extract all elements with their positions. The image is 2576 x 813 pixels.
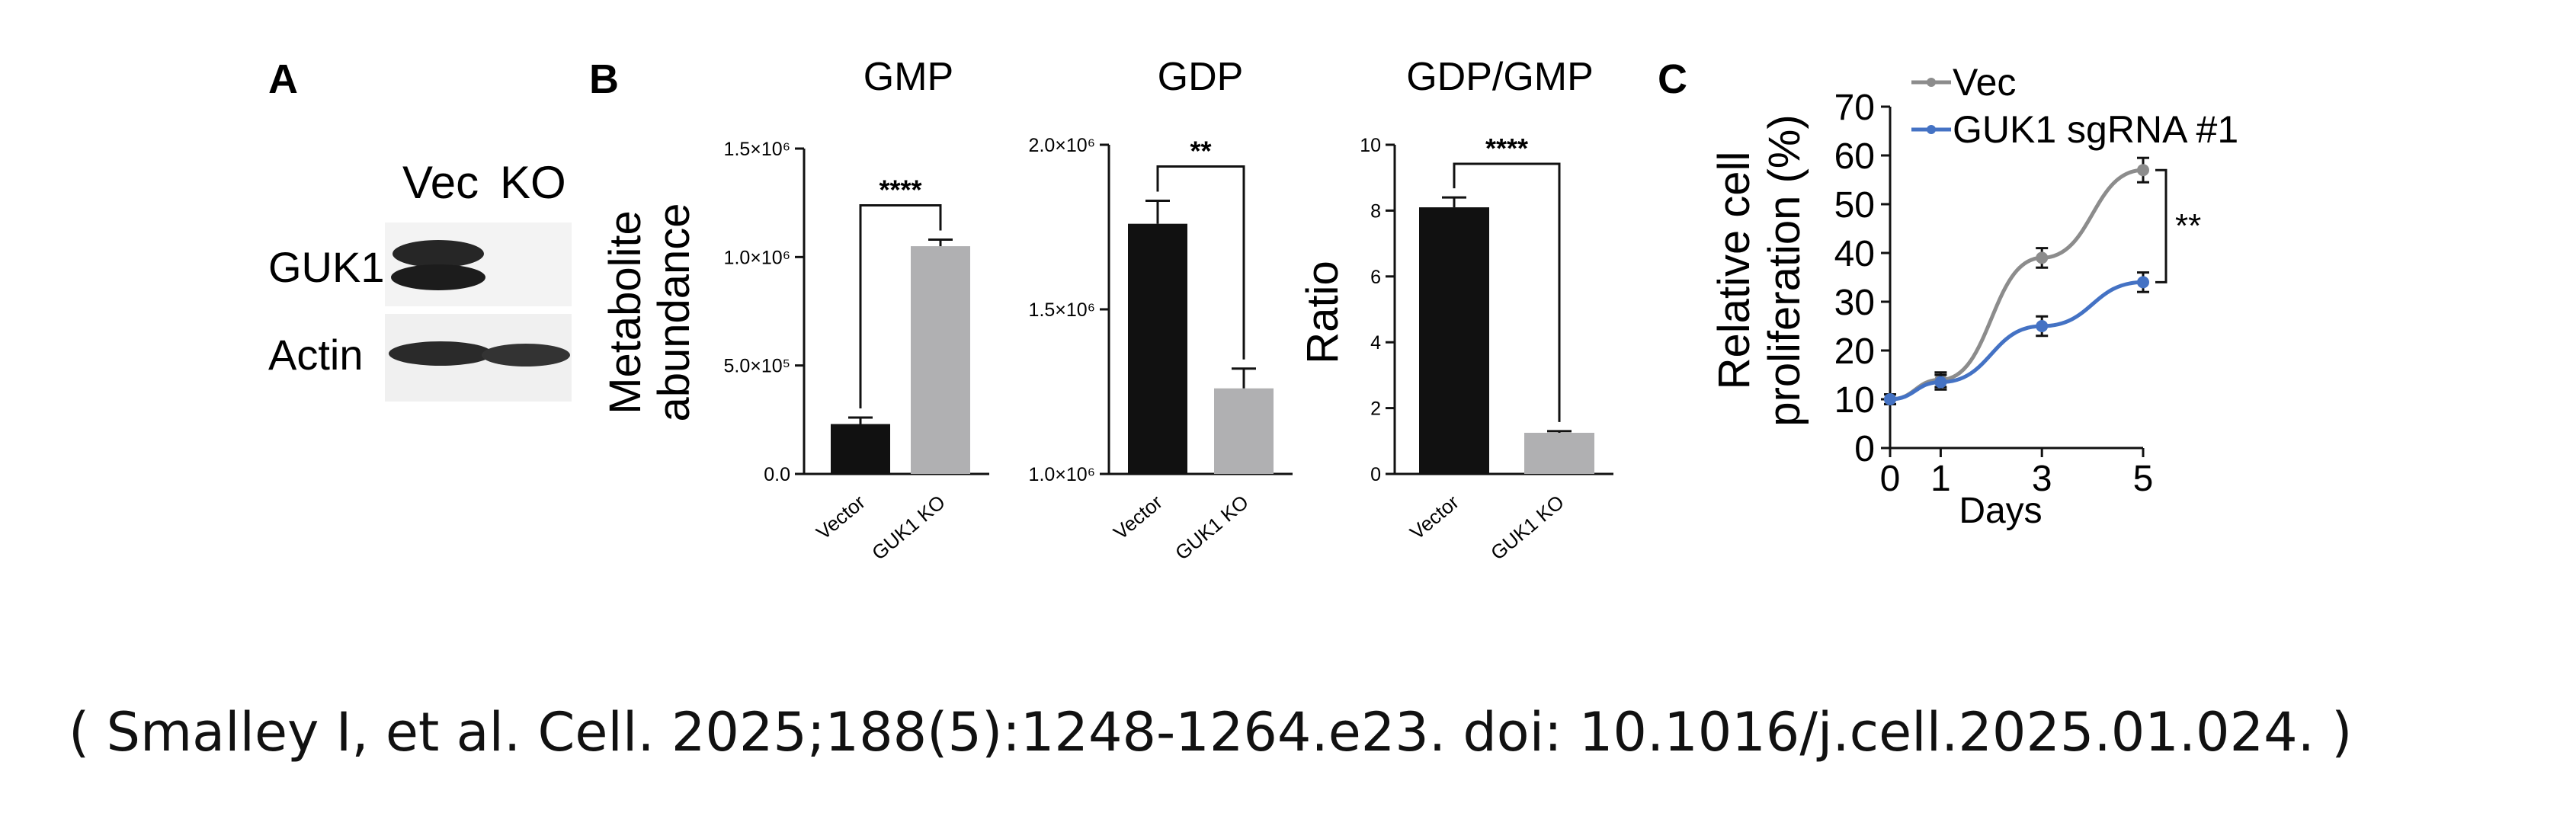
- x-tick-label: GUK1 KO: [867, 491, 950, 565]
- x-tick-label: GUK1 KO: [1486, 491, 1568, 565]
- x-tick-label: GUK1 KO: [1171, 491, 1253, 565]
- x-tick-label: 5: [2133, 459, 2154, 499]
- panel-letter-b: B: [589, 56, 619, 102]
- significance-bracket: [1156, 165, 1245, 360]
- chart-title: GMP: [863, 55, 953, 99]
- y-axis-label-line: Metabolite: [601, 210, 650, 415]
- y-tick-label: 1.5×10⁶: [724, 139, 790, 160]
- series-line-guk1: [1889, 280, 2144, 402]
- data-point-vec: [2036, 251, 2049, 264]
- data-point-guk1: [1884, 393, 1896, 405]
- x-tick-label: Vector: [1109, 490, 1167, 544]
- y-tick-label: 60: [1834, 136, 1875, 177]
- y-tick-label: 2.0×10⁶: [1029, 135, 1095, 156]
- bar-vector: [1128, 223, 1187, 474]
- y-tick-label: 0.0: [764, 464, 790, 485]
- ratio-bar-chart: GDP/GMP 0 2 4 6 8 10 Vector GUK1 KO ****: [1360, 55, 1613, 565]
- x-axis-label: Days: [1959, 491, 2042, 531]
- x-tick-label: 0: [1880, 459, 1901, 499]
- y-tick-label: 70: [1834, 88, 1875, 128]
- blot-guk1: [385, 222, 572, 306]
- y-axis-label: Metaboliteabundance: [601, 203, 699, 421]
- data-point-guk1: [1934, 376, 1947, 389]
- data-point-guk1: [2137, 276, 2149, 289]
- citation: ( Smalley I, et al. Cell. 2025;188(5):12…: [69, 701, 2353, 763]
- data-point-vec: [2137, 164, 2149, 177]
- proliferation-ylabel: Relative cell proliferation (%): [1709, 114, 1809, 426]
- lane-label-ko: KO: [500, 157, 566, 208]
- x-tick-label: Vector: [1405, 490, 1463, 544]
- x-tick-label: 3: [2032, 459, 2052, 499]
- ratio-ylabel: Ratio: [1298, 261, 1347, 363]
- gmp-ylabel: Metaboliteabundance: [601, 203, 699, 421]
- y-axis-label: Ratio: [1298, 261, 1347, 363]
- y-tick-label: 40: [1834, 234, 1875, 274]
- y-tick-label: 1.0×10⁶: [1029, 464, 1095, 485]
- y-tick-label: 50: [1834, 185, 1875, 226]
- y-tick-label: 10: [1360, 135, 1381, 156]
- chart-title: GDP: [1158, 55, 1244, 99]
- y-tick-label: 0: [1854, 429, 1875, 469]
- significance-label: ****: [1485, 133, 1528, 164]
- bar-guk1-ko: [1214, 388, 1274, 474]
- data-point-guk1: [2036, 320, 2049, 332]
- y-tick-label: 10: [1834, 380, 1875, 421]
- y-tick-label: 30: [1834, 283, 1875, 323]
- significance-label: **: [1190, 135, 1211, 166]
- y-tick-label: 4: [1370, 332, 1381, 354]
- bar-guk1-ko: [1524, 433, 1594, 474]
- blot-row-label-guk1: GUK1: [268, 243, 385, 291]
- blot-row-label-actin: Actin: [268, 331, 364, 379]
- y-tick-label: 1.0×10⁶: [724, 247, 790, 268]
- y-axis-label-line-2: proliferation (%): [1760, 114, 1809, 426]
- significance-bracket: [2155, 168, 2167, 283]
- y-tick-label: 5.0×10⁵: [723, 356, 790, 377]
- blot-actin: [385, 314, 572, 402]
- gdp-bar-chart: GDP 1.0×10⁶ 1.5×10⁶ 2.0×10⁶ Vector GUK1 KO **: [1029, 55, 1293, 565]
- bar-vector: [1419, 207, 1489, 474]
- significance-bracket: [1453, 162, 1561, 422]
- legend-marker-vec: [1927, 78, 1936, 87]
- panel-letter-a: A: [268, 56, 298, 102]
- y-tick-label: 2: [1370, 398, 1381, 420]
- lane-label-vec: Vec: [402, 157, 479, 208]
- x-tick-label: Vector: [812, 490, 870, 544]
- significance-label: ****: [879, 174, 921, 206]
- significance-bracket: [859, 204, 942, 408]
- line-legend: Vec GUK1 sgRNA #1: [1911, 61, 2238, 151]
- y-tick-label: 6: [1370, 267, 1381, 288]
- y-tick-label: 1.5×10⁶: [1029, 299, 1095, 321]
- chart-title: GDP/GMP: [1406, 55, 1594, 99]
- y-tick-label: 8: [1370, 200, 1381, 222]
- legend-label-vec: Vec: [1953, 61, 2016, 104]
- bar-guk1-ko: [911, 246, 970, 474]
- series-line-vec: [1889, 168, 2144, 402]
- x-tick-label: 1: [1930, 459, 1951, 499]
- panel-letter-c: C: [1658, 56, 1687, 102]
- legend-label-guk1: GUK1 sgRNA #1: [1953, 108, 2238, 151]
- y-axis-label-line-1: Relative cell: [1709, 152, 1759, 390]
- y-axis-label-line: abundance: [649, 203, 699, 421]
- bar-vector: [831, 424, 890, 474]
- significance-label: **: [2175, 207, 2201, 245]
- y-tick-label: 20: [1834, 331, 1875, 372]
- legend-marker-guk1: [1927, 125, 1936, 134]
- y-tick-label: 0: [1370, 464, 1381, 485]
